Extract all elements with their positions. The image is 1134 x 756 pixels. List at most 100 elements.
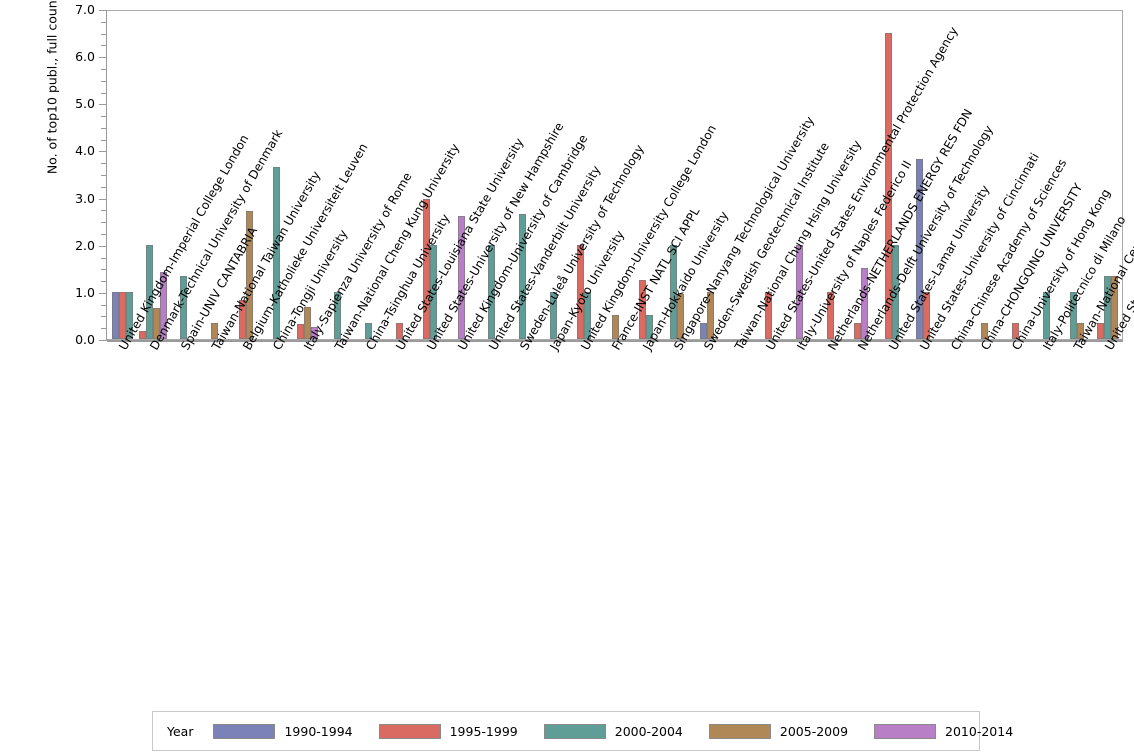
y-tick-minor	[101, 33, 106, 35]
bar	[645, 315, 653, 339]
legend-item[interactable]: 2010-2014	[874, 723, 1014, 739]
bar	[160, 271, 168, 339]
y-tick-major	[99, 104, 106, 106]
y-tick-label: 3.0	[75, 190, 95, 206]
y-tick-minor	[101, 139, 106, 141]
y-tick-minor	[101, 92, 106, 94]
y-tick-minor	[101, 68, 106, 70]
bar	[395, 323, 403, 339]
y-tick-major	[99, 245, 106, 247]
bar	[765, 291, 773, 339]
legend-swatch	[543, 723, 606, 739]
bar	[139, 331, 147, 339]
bar	[1069, 291, 1077, 339]
legend-title: Year	[167, 723, 194, 739]
legend-swatch	[708, 723, 771, 739]
bar	[457, 216, 465, 339]
bar	[125, 291, 133, 339]
bar	[334, 291, 342, 339]
bar	[1111, 276, 1119, 339]
y-tick-label: 0.0	[75, 331, 95, 347]
bar	[669, 244, 677, 339]
y-tick-minor	[101, 222, 106, 224]
bar	[245, 210, 253, 339]
y-tick-minor	[101, 316, 106, 318]
y-tick-minor	[101, 210, 106, 212]
legend-label: 2010-2014	[945, 723, 1014, 739]
bar	[676, 294, 684, 339]
y-axis-line	[106, 10, 107, 341]
bar	[310, 327, 318, 339]
bar	[1097, 323, 1105, 339]
bar	[180, 276, 188, 339]
bar	[303, 307, 311, 339]
bar	[238, 299, 246, 339]
bar	[430, 244, 438, 339]
legend-item[interactable]: 2005-2009	[708, 723, 849, 739]
y-tick-minor	[101, 304, 106, 306]
bar	[892, 244, 900, 339]
bar	[700, 322, 708, 339]
bar	[272, 166, 280, 339]
y-tick-major	[99, 340, 106, 341]
legend-label: 1995-1999	[449, 723, 518, 739]
y-tick-minor	[101, 233, 106, 235]
legend-swatch	[378, 723, 441, 739]
bar	[611, 315, 619, 339]
bar	[1076, 323, 1084, 339]
legend-item[interactable]: 1990-1994	[213, 723, 353, 739]
y-tick-major	[99, 57, 106, 59]
y-tick-minor	[101, 116, 106, 118]
legend: Year 1990-1994 1995-1999 2000-2004 2005-200…	[152, 711, 1013, 751]
bar	[423, 198, 431, 339]
y-tick-major	[99, 151, 106, 153]
bar	[118, 291, 126, 339]
bar	[577, 244, 585, 339]
bar	[915, 158, 923, 339]
legend-swatch	[874, 723, 937, 739]
y-tick-label: 7.0	[75, 1, 95, 17]
y-tick-minor	[101, 328, 106, 330]
bar	[885, 32, 893, 339]
y-tick-minor	[101, 127, 106, 129]
bar	[519, 214, 527, 339]
bar	[1011, 323, 1019, 339]
legend-label: 1990-1994	[284, 723, 353, 739]
y-tick-minor	[101, 186, 106, 188]
y-tick-label: 1.0	[75, 284, 95, 300]
legend-item[interactable]: 1995-1999	[378, 723, 518, 739]
bar	[146, 244, 154, 339]
bar	[796, 244, 804, 339]
bar	[827, 291, 834, 339]
bar	[111, 291, 119, 339]
legend-label: 2005-2009	[779, 723, 849, 739]
bar	[296, 323, 304, 339]
legend-swatch	[213, 723, 276, 739]
y-tick-minor	[101, 80, 106, 82]
bar	[153, 308, 161, 339]
y-tick-label: 2.0	[75, 237, 95, 253]
y-tick-minor	[101, 163, 106, 165]
bar	[549, 291, 557, 339]
legend-items: 1990-1994 1995-1999 2000-2004 2005-2009 2010…	[213, 723, 1039, 739]
y-tick-minor	[101, 45, 106, 47]
bar	[638, 279, 646, 339]
bar	[854, 323, 862, 339]
legend-item[interactable]: 2000-2004	[543, 723, 683, 739]
y-tick-minor	[101, 175, 106, 176]
bar	[861, 268, 869, 339]
y-tick-minor	[101, 257, 106, 259]
bar	[1104, 276, 1112, 339]
bar	[365, 323, 373, 339]
bar	[488, 244, 496, 339]
y-tick-minor	[101, 281, 106, 283]
y-tick-major	[99, 198, 106, 200]
y-tick-label: 5.0	[75, 96, 95, 112]
legend-label: 2000-2004	[614, 723, 683, 739]
y-tick-label: 4.0	[75, 143, 95, 159]
bar	[922, 291, 930, 339]
plot-area	[107, 10, 1123, 340]
y-tick-major	[99, 292, 106, 294]
bar	[707, 291, 715, 339]
